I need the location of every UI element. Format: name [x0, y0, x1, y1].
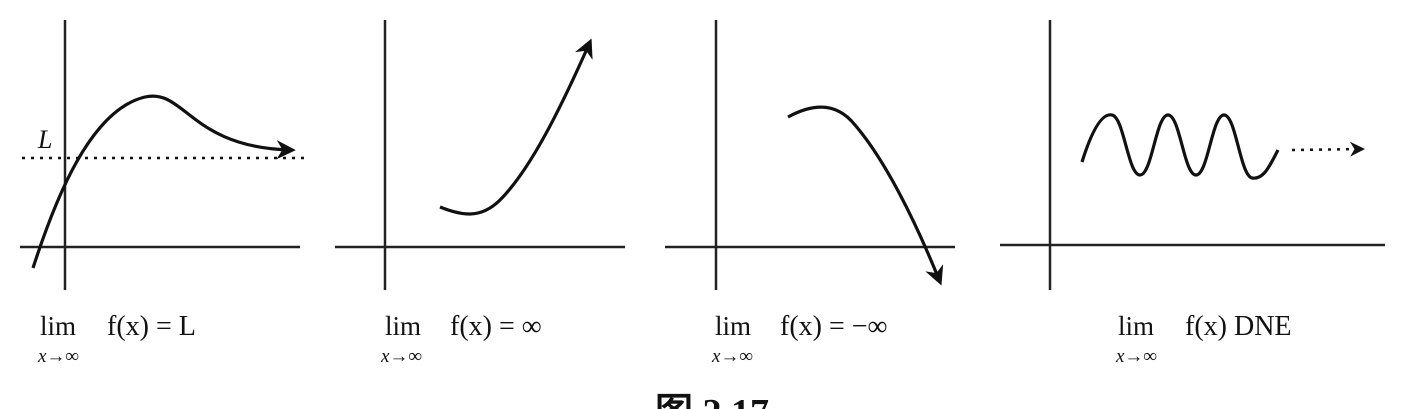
curve — [787, 105, 944, 286]
curve-label: L — [37, 125, 52, 154]
curve — [31, 94, 296, 269]
lim-operator: lim — [385, 311, 421, 341]
trend-arrow — [1291, 141, 1365, 157]
lim-subscript: x→∞ — [711, 346, 753, 367]
lim-expression: f(x) = L — [107, 311, 196, 342]
figure-caption: 图 2.17 — [655, 392, 769, 409]
lim-operator: lim — [715, 311, 751, 341]
lim-operator: lim — [40, 311, 76, 341]
lim-subscript: x→∞ — [37, 346, 79, 367]
lim-expression: f(x) = ∞ — [450, 311, 542, 342]
lim-subscript: x→∞ — [380, 346, 422, 367]
curve — [1080, 113, 1280, 180]
lim-expression: f(x) = −∞ — [780, 311, 888, 342]
limit-captions: lim x→∞ f(x) = L lim x→∞ f(x) = ∞ lim x→… — [37, 311, 1292, 367]
panel-dne — [1000, 20, 1385, 290]
panel-finite: L — [20, 20, 305, 290]
panel-neg-infinity — [665, 20, 955, 290]
panel-infinity — [335, 20, 625, 290]
lim-expression: f(x) DNE — [1185, 311, 1292, 342]
lim-operator: lim — [1118, 311, 1154, 341]
curve — [439, 38, 593, 216]
lim-subscript: x→∞ — [1115, 346, 1157, 367]
